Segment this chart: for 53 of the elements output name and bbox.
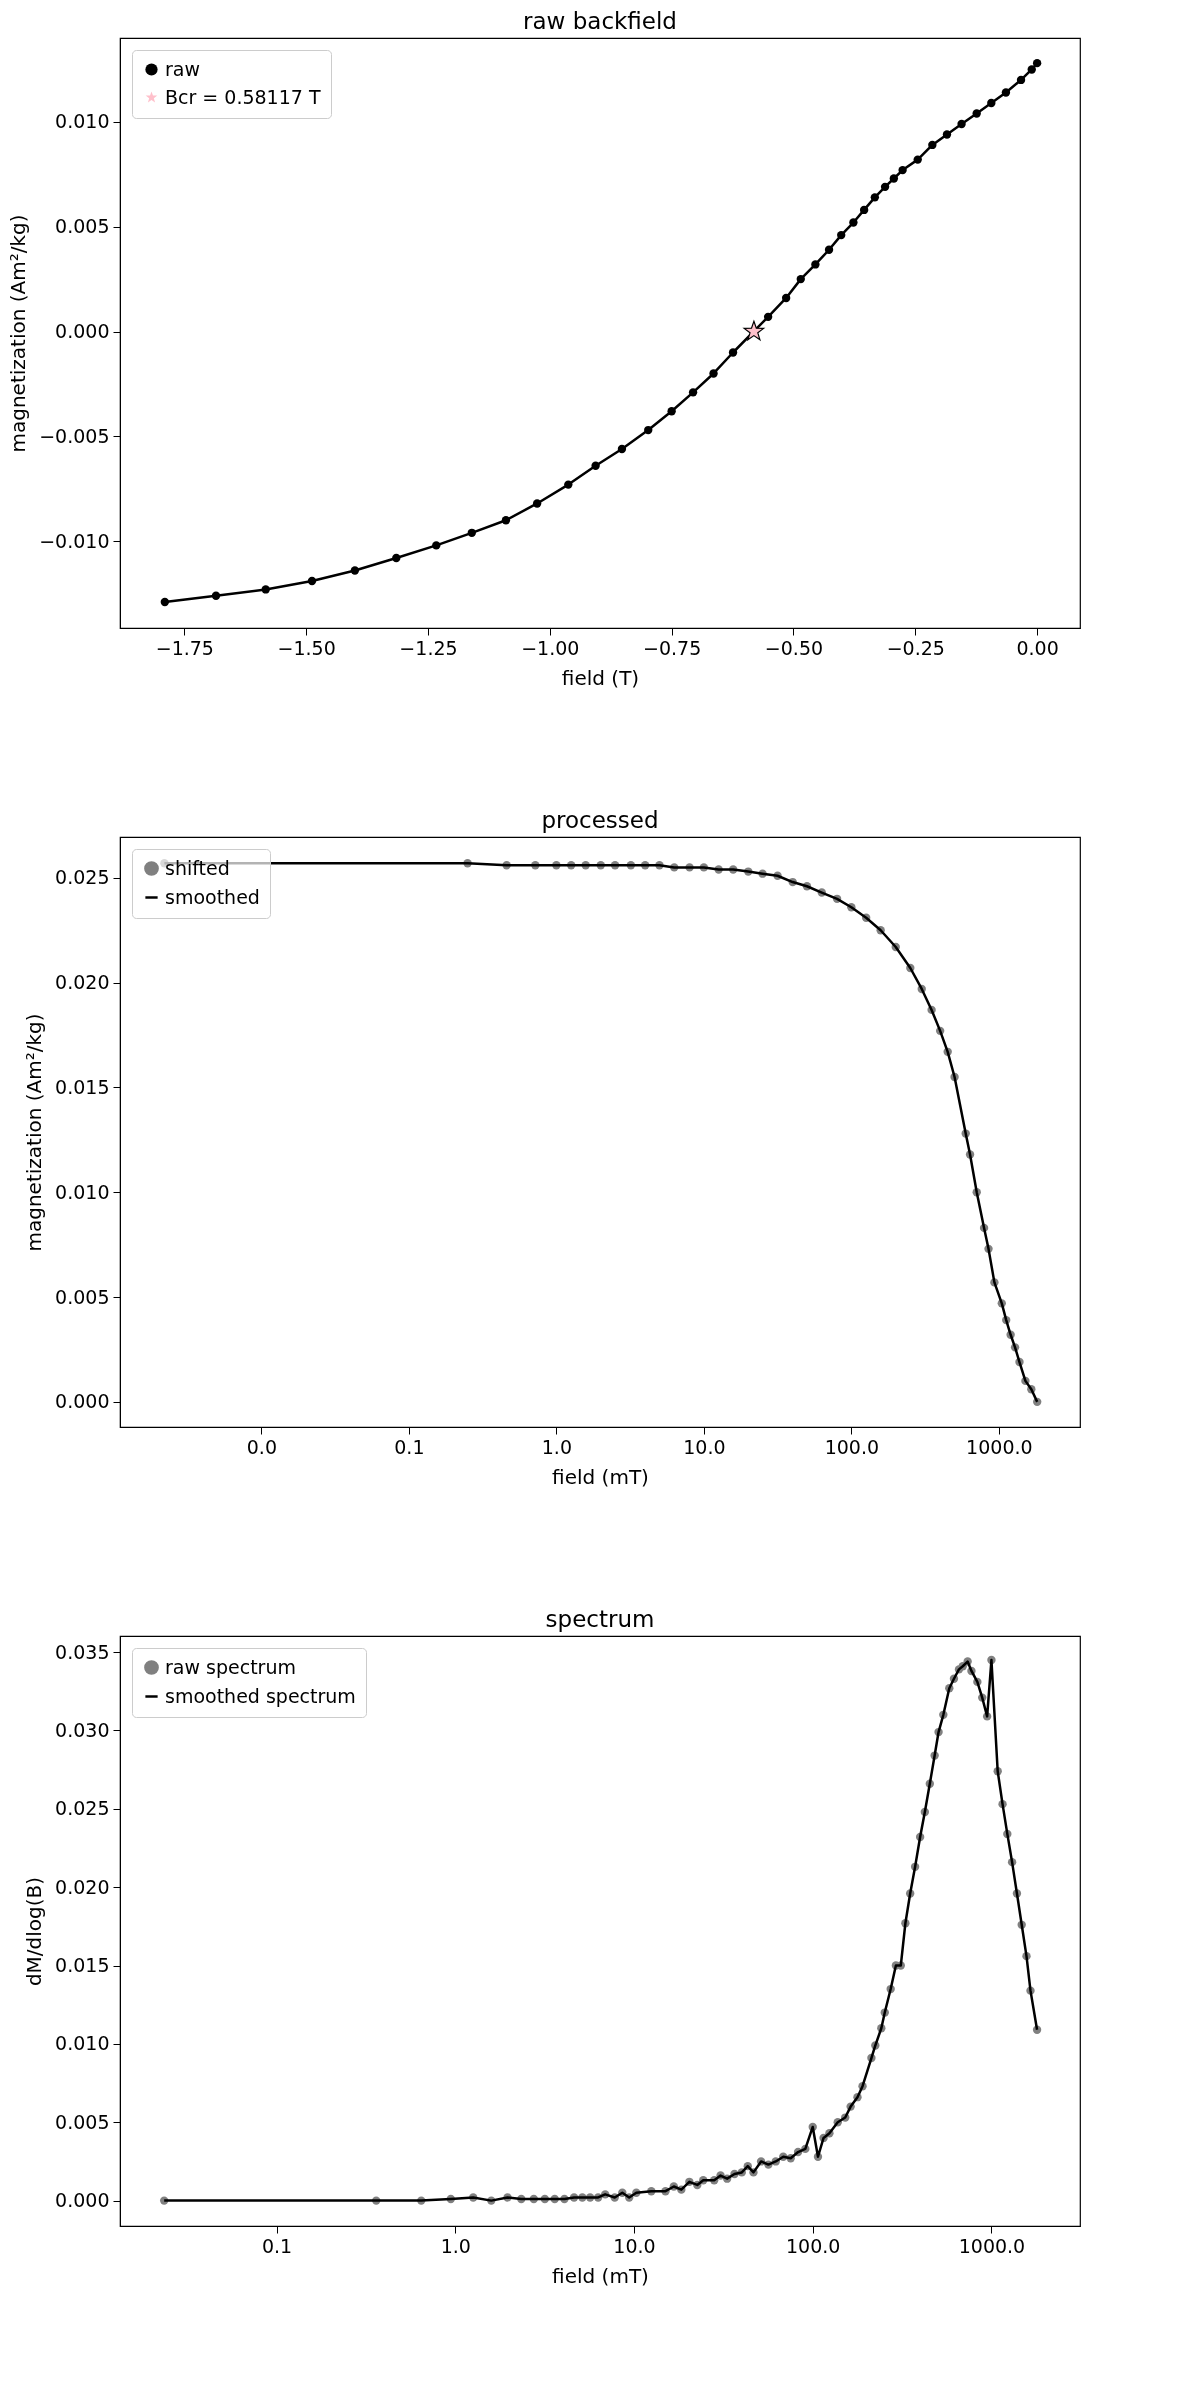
- y-axis-title: dM/dlog(B): [22, 1876, 47, 1987]
- y-tick-label: 0.020: [55, 1875, 110, 1898]
- x-tick-label: 1000.0: [966, 1435, 1033, 1458]
- x-tick-label: 100.0: [786, 2234, 841, 2257]
- y-tick-label: −0.010: [39, 529, 110, 552]
- y-tick-label: 0.030: [55, 1718, 110, 1741]
- y-tick-label: 0.025: [55, 1797, 110, 1820]
- x-tick-label: 1.0: [541, 1435, 572, 1458]
- x-tick-label: −1.00: [521, 636, 580, 659]
- x-tick-label: 1000.0: [958, 2234, 1026, 2257]
- chart-title: raw backfield: [523, 8, 677, 34]
- x-tick-label: −1.50: [277, 636, 336, 659]
- y-tick-label: 0.005: [55, 1285, 110, 1308]
- y-tick-label: 0.005: [55, 2110, 110, 2133]
- x-tick-label: −0.25: [886, 636, 945, 659]
- x-axis-title: field (mT): [552, 1464, 649, 1489]
- legend-label: raw: [165, 57, 200, 80]
- y-tick-label: 0.010: [55, 2032, 110, 2055]
- y-tick-label: 0.000: [55, 1390, 110, 1413]
- legend-label: Bcr = 0.58117 T: [165, 85, 321, 108]
- y-tick-label: 0.020: [55, 971, 110, 994]
- y-tick-label: 0.025: [55, 866, 110, 889]
- x-axis-title: field (T): [561, 665, 640, 690]
- y-axis-title: magnetization (Am²/kg): [22, 1013, 47, 1252]
- y-tick-label: 0.015: [55, 1954, 110, 1977]
- x-tick-label: −0.75: [643, 636, 702, 659]
- x-tick-label: 0.00: [1016, 636, 1059, 659]
- chart-title: spectrum: [545, 1606, 655, 1632]
- x-tick-label: 100.0: [824, 1435, 880, 1458]
- x-tick-label: 0.0: [246, 1435, 277, 1458]
- x-tick-label: −1.25: [399, 636, 458, 659]
- y-axis-title: magnetization (Am²/kg): [6, 214, 31, 453]
- y-tick-label: 0.010: [55, 1180, 110, 1203]
- x-tick-label: 0.1: [261, 2234, 293, 2257]
- y-tick-label: 0.000: [55, 2189, 110, 2212]
- chart-title: processed: [541, 807, 659, 833]
- legend-label: raw spectrum: [165, 1655, 296, 1678]
- legend-label: smoothed: [165, 885, 260, 908]
- x-tick-label: −0.50: [764, 636, 824, 659]
- legend-label: smoothed spectrum: [165, 1684, 356, 1707]
- x-tick-label: 0.1: [394, 1435, 425, 1458]
- x-tick-label: 1.0: [440, 2234, 471, 2257]
- legend-label: shifted: [165, 856, 230, 879]
- x-tick-label: −1.75: [155, 636, 214, 659]
- y-tick-label: 0.000: [55, 320, 110, 343]
- x-tick-label: 10.0: [613, 2234, 656, 2257]
- x-axis-title: field (mT): [552, 2263, 649, 2288]
- y-tick-label: 0.015: [55, 1075, 110, 1098]
- x-tick-label: 10.0: [683, 1435, 726, 1458]
- y-tick-label: 0.035: [55, 1640, 110, 1663]
- y-tick-label: 0.005: [55, 215, 110, 238]
- y-tick-label: 0.010: [55, 110, 110, 133]
- y-tick-label: −0.005: [39, 424, 110, 447]
